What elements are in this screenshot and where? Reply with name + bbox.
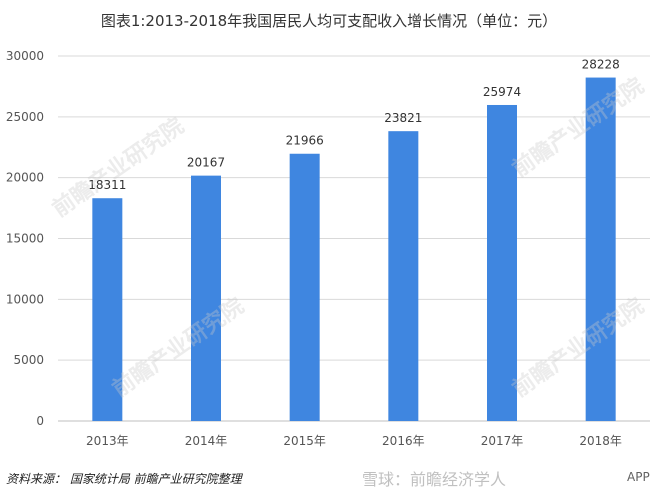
- y-tick-label: 25000: [6, 110, 44, 124]
- data-label: 20167: [187, 156, 225, 170]
- y-tick-label: 5000: [13, 353, 44, 367]
- x-tick-label: 2014年: [185, 434, 228, 448]
- source-note: 资料来源： 国家统计局 前瞻产业研究院整理: [6, 472, 242, 486]
- x-tick-label: 2018年: [579, 434, 622, 448]
- data-label: 21966: [286, 134, 324, 148]
- y-tick-label: 30000: [6, 49, 44, 63]
- bar: [388, 131, 419, 421]
- data-label: 18311: [88, 178, 126, 192]
- bar: [92, 198, 123, 421]
- bar: [585, 77, 616, 422]
- y-tick-label: 20000: [6, 171, 44, 185]
- watermark-app: APP: [627, 470, 650, 484]
- bar: [191, 175, 221, 421]
- bar: [289, 153, 320, 421]
- x-tick-label: 2015年: [283, 434, 326, 448]
- data-label: 25974: [483, 85, 521, 99]
- y-tick-label: 0: [36, 414, 44, 428]
- data-label: 28228: [582, 58, 620, 72]
- data-label: 23821: [384, 111, 422, 125]
- bar: [487, 104, 517, 421]
- chart-title: 图表1:2013-2018年我国居民人均可支配收入增长情况（单位：元）: [100, 12, 558, 30]
- x-tick-label: 2016年: [382, 434, 425, 448]
- watermark-xueqiu: 雪球：前瞻经济学人: [362, 470, 507, 489]
- x-tick-label: 2017年: [481, 434, 524, 448]
- x-tick-label: 2013年: [86, 434, 129, 448]
- y-tick-label: 10000: [6, 292, 44, 306]
- y-tick-label: 15000: [6, 232, 44, 246]
